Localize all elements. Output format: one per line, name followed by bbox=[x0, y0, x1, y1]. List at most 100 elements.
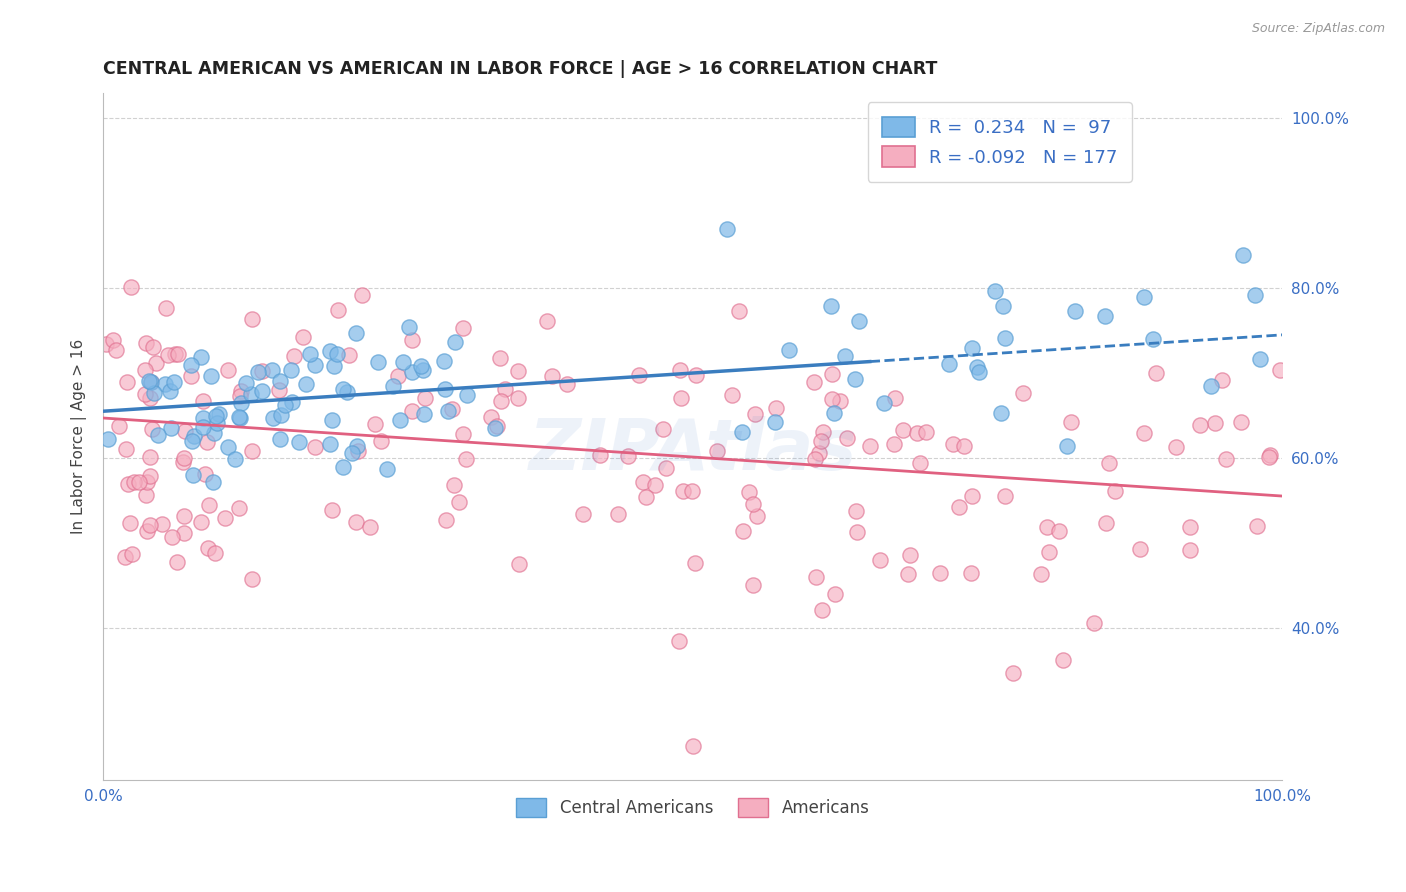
Point bbox=[173, 451, 195, 466]
Point bbox=[146, 428, 169, 442]
Point bbox=[1211, 373, 1233, 387]
Point bbox=[1204, 416, 1226, 430]
Point bbox=[506, 364, 529, 378]
Point bbox=[283, 349, 305, 363]
Point bbox=[139, 517, 162, 532]
Point bbox=[1104, 483, 1126, 498]
Point bbox=[765, 415, 787, 429]
Point bbox=[194, 467, 217, 481]
Point bbox=[444, 334, 467, 349]
Point bbox=[1268, 362, 1291, 376]
Point bbox=[451, 321, 474, 335]
Point bbox=[984, 284, 1007, 298]
Point bbox=[240, 443, 263, 458]
Point bbox=[1011, 385, 1033, 400]
Point bbox=[412, 363, 434, 377]
Point bbox=[589, 448, 612, 462]
Point bbox=[364, 417, 387, 431]
Point bbox=[1166, 440, 1188, 454]
Point bbox=[344, 326, 367, 341]
Point bbox=[1258, 450, 1281, 464]
Point bbox=[139, 375, 162, 389]
Point bbox=[173, 508, 195, 523]
Point bbox=[332, 460, 354, 475]
Point bbox=[195, 435, 218, 450]
Point bbox=[270, 409, 292, 423]
Point bbox=[634, 490, 657, 504]
Point bbox=[728, 303, 751, 318]
Point bbox=[204, 426, 226, 441]
Point bbox=[318, 343, 340, 358]
Point bbox=[990, 406, 1012, 420]
Point bbox=[627, 368, 650, 382]
Point bbox=[392, 355, 415, 369]
Point bbox=[557, 376, 579, 391]
Point bbox=[834, 350, 856, 364]
Point bbox=[367, 355, 389, 369]
Point bbox=[197, 541, 219, 556]
Text: CENTRAL AMERICAN VS AMERICAN IN LABOR FORCE | AGE > 16 CORRELATION CHART: CENTRAL AMERICAN VS AMERICAN IN LABOR FO… bbox=[103, 60, 938, 78]
Legend: Central Americans, Americans: Central Americans, Americans bbox=[509, 791, 876, 823]
Point bbox=[742, 578, 765, 592]
Point bbox=[434, 514, 457, 528]
Point bbox=[716, 222, 738, 236]
Point bbox=[141, 340, 163, 354]
Point bbox=[820, 299, 842, 313]
Point bbox=[180, 358, 202, 372]
Point bbox=[541, 368, 564, 383]
Point bbox=[288, 435, 311, 450]
Point bbox=[181, 468, 204, 483]
Point bbox=[326, 347, 349, 361]
Point bbox=[198, 498, 221, 512]
Point bbox=[346, 515, 368, 529]
Point bbox=[332, 383, 354, 397]
Point bbox=[242, 312, 264, 326]
Point bbox=[174, 424, 197, 438]
Point bbox=[250, 384, 273, 398]
Point bbox=[114, 549, 136, 564]
Point bbox=[655, 461, 678, 475]
Point bbox=[1133, 425, 1156, 440]
Point bbox=[651, 422, 673, 436]
Point bbox=[1246, 519, 1268, 533]
Point bbox=[159, 384, 181, 398]
Point bbox=[960, 489, 983, 503]
Point bbox=[121, 547, 143, 561]
Point bbox=[381, 379, 404, 393]
Point bbox=[994, 331, 1017, 345]
Point bbox=[747, 508, 769, 523]
Point bbox=[246, 365, 269, 379]
Point bbox=[960, 566, 983, 580]
Point bbox=[138, 391, 160, 405]
Point bbox=[139, 450, 162, 465]
Point bbox=[828, 394, 851, 409]
Point bbox=[484, 420, 506, 434]
Point bbox=[398, 319, 420, 334]
Point bbox=[1189, 417, 1212, 432]
Text: Source: ZipAtlas.com: Source: ZipAtlas.com bbox=[1251, 22, 1385, 36]
Point bbox=[1060, 416, 1083, 430]
Point bbox=[891, 423, 914, 437]
Point bbox=[124, 475, 146, 489]
Point bbox=[454, 452, 477, 467]
Point bbox=[433, 354, 456, 368]
Point bbox=[262, 411, 284, 425]
Point bbox=[1133, 290, 1156, 304]
Point bbox=[447, 495, 470, 509]
Point bbox=[948, 500, 970, 514]
Point bbox=[155, 301, 177, 316]
Point bbox=[401, 403, 423, 417]
Point bbox=[1052, 653, 1074, 667]
Point bbox=[928, 566, 950, 580]
Point bbox=[721, 388, 744, 402]
Point bbox=[434, 382, 457, 396]
Point bbox=[120, 280, 142, 294]
Point bbox=[1095, 516, 1118, 530]
Point bbox=[135, 336, 157, 351]
Point bbox=[205, 409, 228, 424]
Point bbox=[616, 449, 638, 463]
Point bbox=[859, 439, 882, 453]
Point bbox=[94, 337, 117, 351]
Point bbox=[377, 461, 399, 475]
Point bbox=[967, 365, 990, 379]
